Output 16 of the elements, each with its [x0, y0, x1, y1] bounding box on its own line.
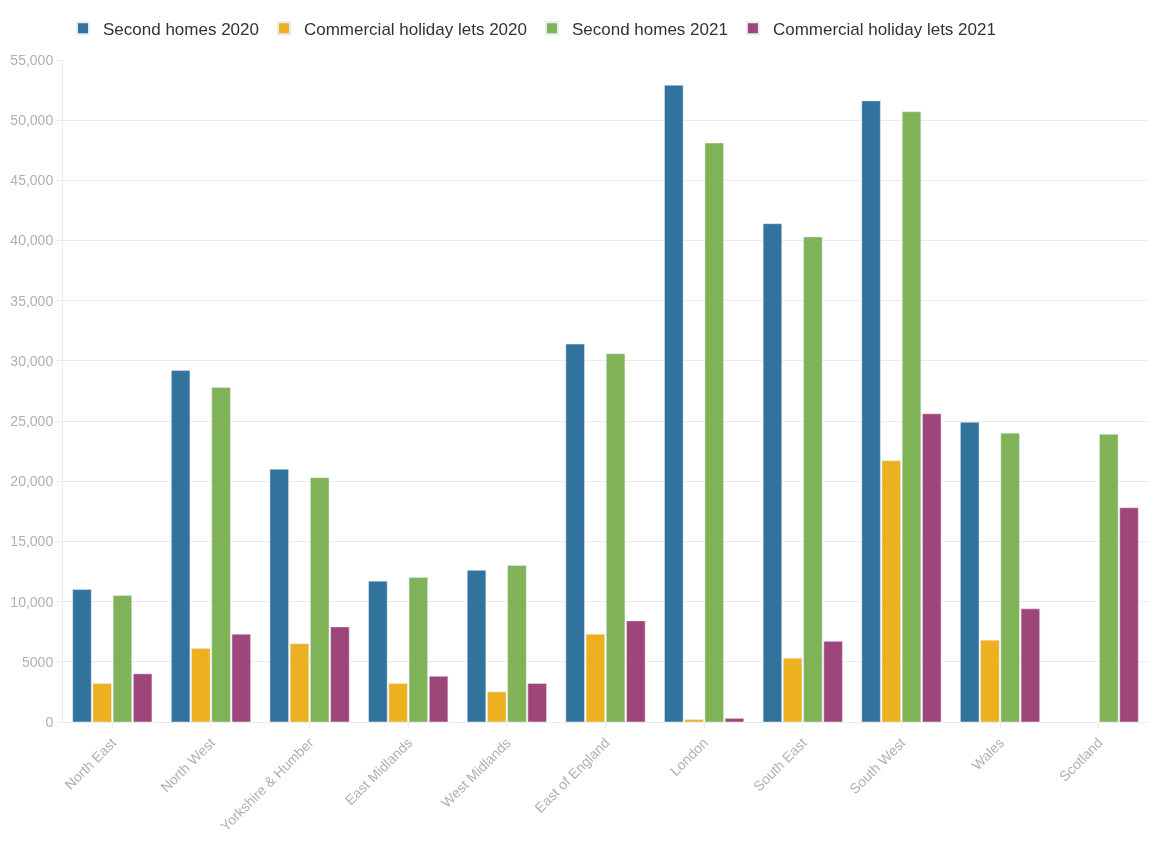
y-tick-label: 15,000	[10, 533, 54, 550]
y-tick-label: 55,000	[10, 51, 54, 68]
legend-label: Second homes 2020	[103, 19, 259, 39]
legend-label: Second homes 2021	[571, 19, 728, 39]
y-tick-label: 50,000	[10, 112, 54, 129]
legend-label: Commercial holiday lets 2021	[772, 19, 996, 39]
y-tick-label: 10,000	[10, 593, 54, 610]
y-tick-label: 25,000	[10, 412, 54, 429]
legend-label: Commercial holiday lets 2020	[303, 19, 527, 39]
y-tick-label: 30,000	[10, 352, 54, 369]
y-tick-label: 20,000	[10, 473, 54, 490]
y-tick-label: 35,000	[10, 292, 54, 309]
y-tick-label: 5000	[22, 653, 54, 670]
y-tick-label: 40,000	[10, 232, 54, 249]
y-tick-label: 0	[45, 713, 54, 730]
y-tick-label: 45,000	[10, 172, 54, 189]
